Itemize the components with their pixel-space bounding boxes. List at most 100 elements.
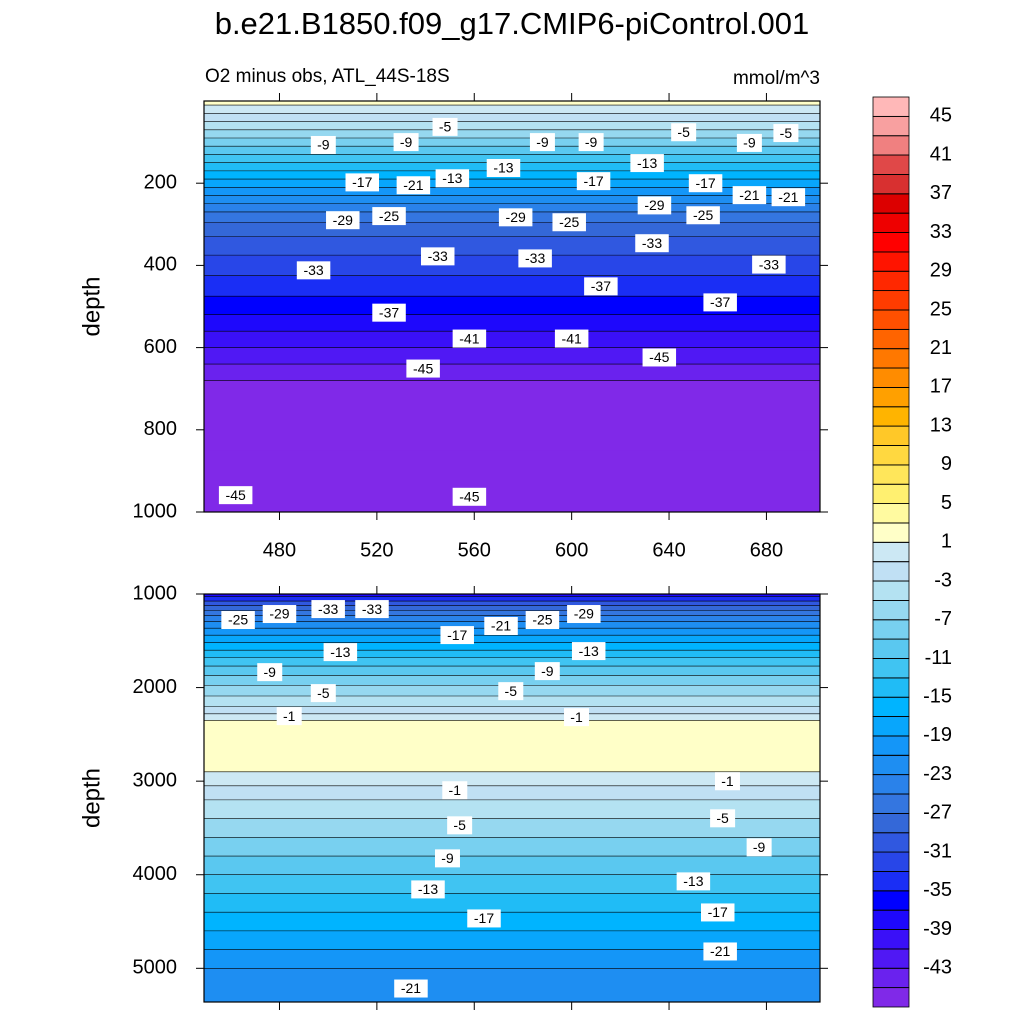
contour-band xyxy=(204,187,820,197)
colorbar-tick-label: -11 xyxy=(925,647,952,669)
y-tick-label: 200 xyxy=(144,171,177,193)
colorbar-tick-label: 29 xyxy=(930,260,952,282)
colorbar-box xyxy=(872,696,910,717)
contour-label-box xyxy=(435,169,470,188)
contour-label-box xyxy=(518,249,552,268)
contour-label: -13 xyxy=(579,643,599,659)
contour-band xyxy=(204,912,820,932)
colorbar-box xyxy=(872,96,910,117)
contour-label-box xyxy=(323,643,358,662)
contour-label-box xyxy=(484,617,518,636)
contour-band xyxy=(204,380,820,451)
contour-band xyxy=(204,154,820,164)
contour-label-box xyxy=(257,663,283,682)
colorbar-tick-label: 25 xyxy=(930,298,952,320)
colorbar-box xyxy=(872,193,910,214)
contour-label: -29 xyxy=(269,606,289,622)
colorbar-box xyxy=(872,735,910,756)
contour-label-box xyxy=(310,135,336,154)
contour-label-box xyxy=(311,600,345,619)
contour-band xyxy=(204,314,820,332)
colorbar-box xyxy=(872,483,910,504)
colorbar-box xyxy=(872,909,910,930)
contour-label: -45 xyxy=(649,349,669,365)
contour-label: -33 xyxy=(428,248,448,264)
contour-label-box xyxy=(703,942,737,961)
contour-label-box xyxy=(686,206,720,225)
colorbar-box xyxy=(872,619,910,640)
contour-label-box xyxy=(630,154,664,173)
contour-band xyxy=(204,666,820,676)
colorbar-box xyxy=(872,212,910,233)
colorbar-box xyxy=(872,793,910,814)
contour-band xyxy=(204,696,820,708)
contour-band xyxy=(204,146,820,155)
colorbar-tick-label: -35 xyxy=(923,879,952,901)
colorbar-box xyxy=(872,387,910,408)
contour-label: -9 xyxy=(264,664,277,680)
contour-band xyxy=(204,642,820,651)
contour-label-box xyxy=(432,117,458,136)
colorbar-box xyxy=(872,871,910,892)
contour-label-box xyxy=(372,207,406,226)
y-tick-label: 800 xyxy=(144,418,177,440)
colorbar-tick-label: 33 xyxy=(930,221,952,243)
contour-band xyxy=(204,101,820,106)
contour-label: -21 xyxy=(491,618,511,634)
contour-label-box xyxy=(406,359,440,378)
contour-band xyxy=(204,799,820,820)
contour-label: -17 xyxy=(583,173,603,189)
colorbar-tick-label: 41 xyxy=(930,143,952,165)
y-tick-label: 5000 xyxy=(133,957,178,979)
contour-label-box xyxy=(218,486,253,505)
contour-label: -45 xyxy=(413,360,433,376)
contour-label: -25 xyxy=(693,207,713,223)
contour-band xyxy=(204,856,820,876)
contour-label: -21 xyxy=(401,980,421,996)
plot-frame xyxy=(203,593,821,1003)
contour-label-box xyxy=(420,247,455,266)
contour-label: -21 xyxy=(710,943,730,959)
contour-label: -17 xyxy=(695,175,715,191)
contour-label: -45 xyxy=(459,488,479,504)
contour-label: -9 xyxy=(743,135,756,151)
contour-label: -5 xyxy=(716,810,729,826)
contour-label-box xyxy=(578,133,604,152)
contour-label-box xyxy=(576,172,611,191)
contour-label: -17 xyxy=(352,174,372,190)
contour-label-box xyxy=(584,277,618,296)
colorbar-tick-label: -3 xyxy=(934,569,952,591)
contour-label-box xyxy=(326,211,360,230)
contour-band xyxy=(204,364,820,381)
colorbar-box xyxy=(872,154,910,175)
colorbar-box xyxy=(872,445,910,466)
contour-label: -9 xyxy=(753,839,766,855)
colorbar-box xyxy=(872,812,910,834)
contour-band xyxy=(204,657,820,667)
contour-label-box xyxy=(276,707,302,726)
contour-band xyxy=(204,605,820,611)
contour-label: -29 xyxy=(506,209,526,225)
x-tick-label: 640 xyxy=(652,539,685,561)
contour-band xyxy=(204,203,820,213)
contour-band xyxy=(204,837,820,857)
contour-band xyxy=(204,949,820,969)
contour-label: -13 xyxy=(637,155,657,171)
contour-label-box xyxy=(534,662,560,681)
colorbar-box xyxy=(872,832,910,853)
colorbar-tick-label: 37 xyxy=(930,182,952,204)
contour-label-box xyxy=(310,684,336,703)
colorbar-tick-label: -19 xyxy=(923,724,952,746)
contour-label-box xyxy=(732,186,767,205)
contour-label-box xyxy=(452,329,487,348)
y-tick-label: 3000 xyxy=(133,769,178,791)
y-tick-label: 2000 xyxy=(133,676,178,698)
colorbar-tick-label: -23 xyxy=(923,763,952,785)
contour-label: -9 xyxy=(400,134,413,150)
contour-label: -9 xyxy=(541,663,554,679)
contour-band xyxy=(204,113,820,123)
x-tick-label: 680 xyxy=(750,539,783,561)
colorbar-box xyxy=(872,851,910,872)
contour-label-box xyxy=(498,208,533,227)
